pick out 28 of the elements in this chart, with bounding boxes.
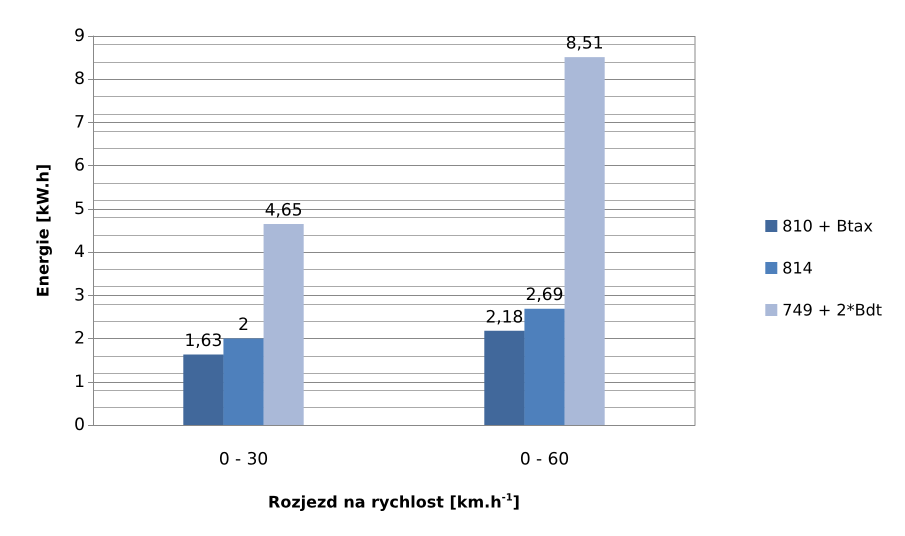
data-label: 2,69 (526, 285, 564, 306)
data-label: 4,65 (264, 200, 303, 221)
legend-label: 810 + Btax (782, 216, 873, 236)
data-label: 1,63 (184, 331, 222, 352)
x-tick-label: 0 - 30 (218, 450, 268, 470)
x-tick-label: 0 - 60 (520, 450, 570, 470)
legend-label: 814 (782, 258, 813, 278)
y-tick-label: 4 (74, 242, 85, 262)
bar (223, 338, 264, 425)
bar (524, 308, 565, 425)
bar (564, 57, 605, 425)
y-tick-label: 6 (74, 156, 85, 176)
bar (264, 224, 304, 425)
data-label: 8,51 (566, 34, 604, 54)
data-label: 2,18 (485, 307, 524, 328)
y-tick-label: 2 (74, 328, 85, 349)
legend-label: 749 + 2*Bdt (782, 300, 882, 320)
y-tick-label: 9 (74, 26, 85, 46)
data-label: 2 (238, 315, 249, 336)
y-tick-label: 1 (74, 372, 85, 392)
y-axis-title: Energie [kW.h] (34, 164, 52, 298)
bar (484, 330, 524, 425)
y-tick-label: 3 (74, 285, 85, 306)
bar (183, 354, 224, 425)
y-tick-label: 0 (74, 415, 85, 435)
y-tick-label: 5 (74, 198, 85, 219)
y-tick-label: 7 (74, 112, 85, 132)
y-tick-label: 8 (74, 69, 85, 90)
